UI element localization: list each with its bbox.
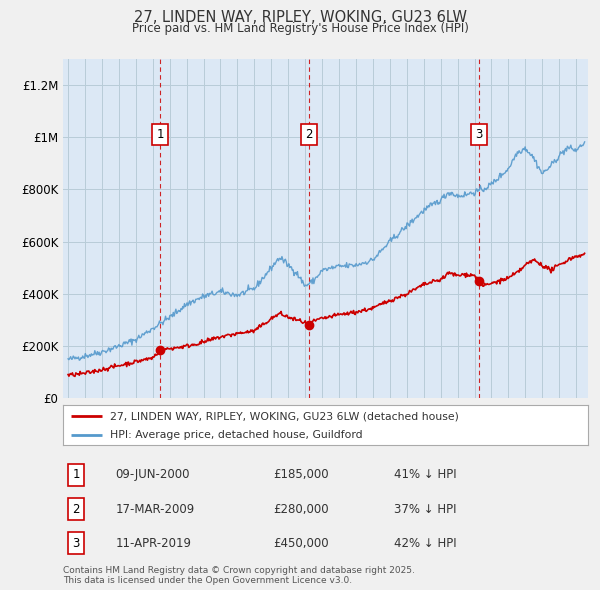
Text: 37% ↓ HPI: 37% ↓ HPI bbox=[394, 503, 456, 516]
Text: 42% ↓ HPI: 42% ↓ HPI bbox=[394, 536, 457, 550]
Text: 09-JUN-2000: 09-JUN-2000 bbox=[115, 468, 190, 481]
Text: Price paid vs. HM Land Registry's House Price Index (HPI): Price paid vs. HM Land Registry's House … bbox=[131, 22, 469, 35]
Text: £450,000: £450,000 bbox=[273, 536, 329, 550]
Text: 1: 1 bbox=[157, 128, 164, 141]
Text: 3: 3 bbox=[475, 128, 483, 141]
Text: 11-APR-2019: 11-APR-2019 bbox=[115, 536, 191, 550]
Text: Contains HM Land Registry data © Crown copyright and database right 2025.
This d: Contains HM Land Registry data © Crown c… bbox=[63, 566, 415, 585]
Text: HPI: Average price, detached house, Guildford: HPI: Average price, detached house, Guil… bbox=[110, 430, 363, 440]
Text: £185,000: £185,000 bbox=[273, 468, 329, 481]
Text: 2: 2 bbox=[305, 128, 313, 141]
Text: 1: 1 bbox=[73, 468, 80, 481]
Text: 2: 2 bbox=[73, 503, 80, 516]
Text: 27, LINDEN WAY, RIPLEY, WOKING, GU23 6LW (detached house): 27, LINDEN WAY, RIPLEY, WOKING, GU23 6LW… bbox=[110, 411, 459, 421]
Text: 41% ↓ HPI: 41% ↓ HPI bbox=[394, 468, 457, 481]
Text: £280,000: £280,000 bbox=[273, 503, 329, 516]
Text: 27, LINDEN WAY, RIPLEY, WOKING, GU23 6LW: 27, LINDEN WAY, RIPLEY, WOKING, GU23 6LW bbox=[133, 10, 467, 25]
Text: 3: 3 bbox=[73, 536, 80, 550]
Text: 17-MAR-2009: 17-MAR-2009 bbox=[115, 503, 195, 516]
